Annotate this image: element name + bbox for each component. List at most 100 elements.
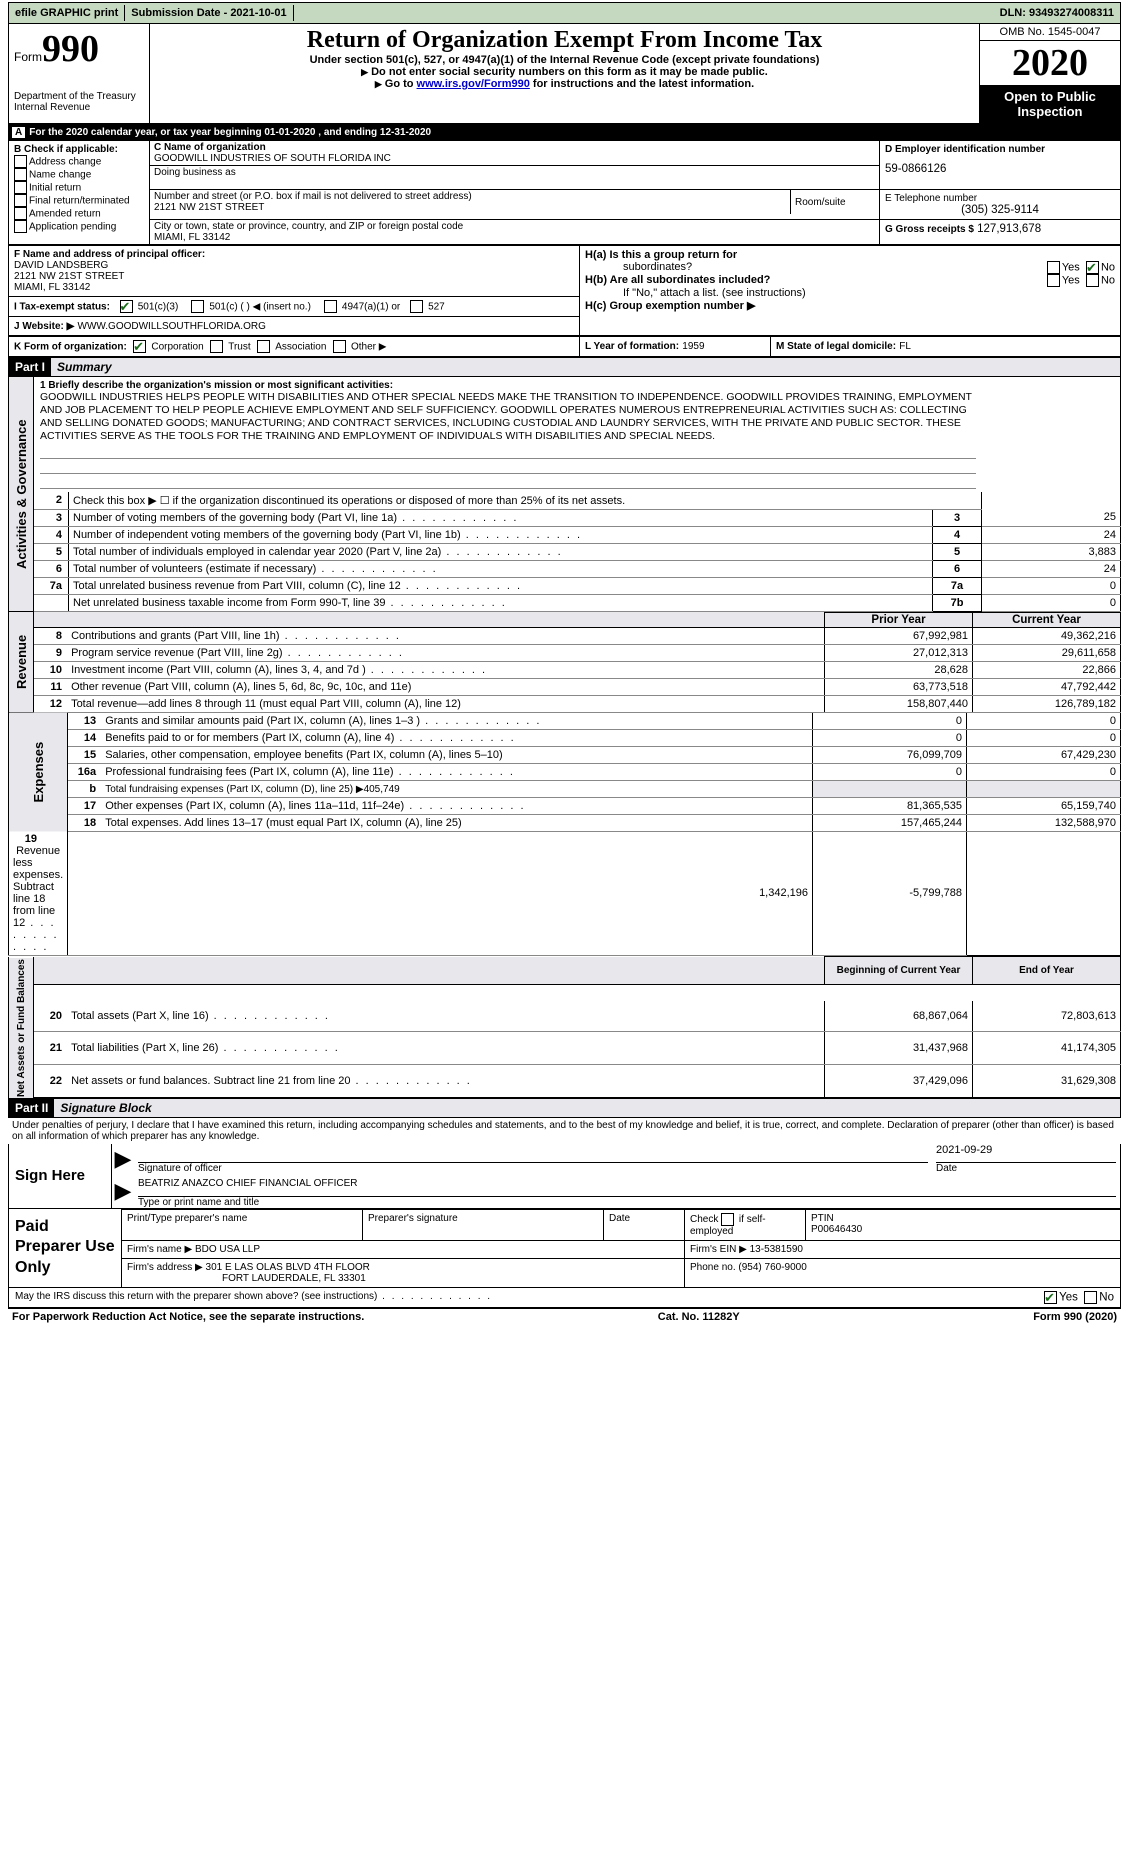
exp-row-19: 19 Revenue less expenses. Subtract line … — [9, 831, 1121, 956]
room-label: Room/suite — [795, 197, 875, 208]
m-value: FL — [899, 341, 911, 352]
sig-date-value: 2021-09-29 — [936, 1144, 1116, 1163]
gov-row-7b: Net unrelated business taxable income fr… — [9, 594, 1121, 611]
officer-name: DAVID LANDSBERG — [14, 260, 574, 271]
chk-amended[interactable]: Amended return — [14, 207, 144, 220]
org-name: GOODWILL INDUSTRIES OF SOUTH FLORIDA INC — [154, 153, 875, 164]
sign-here-label: Sign Here — [9, 1144, 112, 1209]
sign-arrow-icon: ▶ — [112, 1144, 135, 1174]
l-label: L Year of formation: — [585, 341, 679, 352]
self-employed-chk[interactable] — [721, 1213, 734, 1226]
chk-initial[interactable]: Initial return — [14, 181, 144, 194]
governance-table: Activities & Governance 1 Briefly descri… — [8, 377, 1121, 612]
i-4947[interactable] — [324, 300, 337, 313]
sign-arrow-icon-2: ▶ — [112, 1174, 135, 1209]
exp-row-17: 17 Other expenses (Part IX, column (A), … — [9, 797, 1121, 814]
efile-label: efile GRAPHIC print — [9, 5, 125, 21]
d-ein-label: D Employer identification number — [885, 144, 1115, 155]
footer-mid: Cat. No. 11282Y — [658, 1311, 740, 1323]
gov-row-3: 3Number of voting members of the governi… — [9, 509, 1121, 526]
hdr-begin: Beginning of Current Year — [825, 957, 973, 985]
firm-phone: (954) 760-9000 — [738, 1262, 806, 1273]
street-label: Number and street (or P.O. box if mail i… — [154, 191, 786, 202]
exp-row-16a: 16a Professional fundraising fees (Part … — [9, 763, 1121, 780]
i-501c[interactable] — [191, 300, 204, 313]
dba-label: Doing business as — [154, 167, 875, 178]
k-corp[interactable] — [133, 340, 146, 353]
na-row-20: 20 Total assets (Part X, line 16)68,867,… — [9, 1001, 1121, 1032]
officer-addr1: 2121 NW 21ST STREET — [14, 271, 574, 282]
netassets-table: Net Assets or Fund Balances Beginning of… — [8, 956, 1121, 1099]
hb-row: H(b) Are all subordinates included? Yes … — [585, 274, 1115, 287]
k-trust[interactable] — [210, 340, 223, 353]
exp-row-15: 15 Salaries, other compensation, employe… — [9, 746, 1121, 763]
chk-address[interactable]: Address change — [14, 155, 144, 168]
page-footer: For Paperwork Reduction Act Notice, see … — [8, 1308, 1121, 1325]
mission-label: 1 Briefly describe the organization's mi… — [40, 380, 976, 391]
form-number: 990 — [42, 28, 99, 70]
m-label: M State of legal domicile: — [776, 341, 896, 352]
f-label: F Name and address of principal officer: — [14, 249, 574, 260]
exp-row-13: 13 Grants and similar amounts paid (Part… — [9, 713, 1121, 730]
e-phone-label: E Telephone number — [885, 193, 1115, 204]
gov-row-5: 5Total number of individuals employed in… — [9, 543, 1121, 560]
ha-yes[interactable] — [1047, 261, 1060, 274]
rev-row-9: 9 Program service revenue (Part VIII, li… — [9, 644, 1121, 661]
form-subtitle-3: Go to www.irs.gov/Form990 for instructio… — [155, 78, 974, 90]
hdr-prior: Prior Year — [825, 612, 973, 627]
city-value: MIAMI, FL 33142 — [154, 232, 875, 243]
tax-year: 2020 — [980, 41, 1120, 85]
hdr-end: End of Year — [973, 957, 1121, 985]
hb-note: If "No," attach a list. (see instruction… — [623, 287, 1115, 299]
exp-row-14: 14 Benefits paid to or for members (Part… — [9, 729, 1121, 746]
footer-left: For Paperwork Reduction Act Notice, see … — [12, 1311, 364, 1323]
sig-officer-label: Signature of officer — [138, 1163, 928, 1174]
mission-text: GOODWILL INDUSTRIES HELPS PEOPLE WITH DI… — [40, 391, 976, 444]
form-subtitle-2: Do not enter social security numbers on … — [155, 66, 974, 78]
side-revenue: Revenue — [9, 612, 34, 712]
rev-row-11: 11 Other revenue (Part VIII, column (A),… — [9, 678, 1121, 695]
submission-date: Submission Date - 2021-10-01 — [125, 5, 293, 21]
line-2: Check this box ▶ ☐ if the organization d… — [69, 492, 982, 510]
discuss-row: May the IRS discuss this return with the… — [8, 1288, 1121, 1308]
i-501c3[interactable] — [120, 300, 133, 313]
discuss-yes[interactable] — [1044, 1291, 1057, 1304]
side-governance: Activities & Governance — [9, 377, 34, 611]
hb-yes[interactable] — [1047, 274, 1060, 287]
irs-label: Internal Revenue — [14, 102, 144, 113]
k-label: K Form of organization: — [14, 342, 127, 353]
na-row-21: 21 Total liabilities (Part X, line 26)31… — [9, 1032, 1121, 1064]
i-527[interactable] — [410, 300, 423, 313]
paid-preparer-label: Paid Preparer Use Only — [9, 1209, 122, 1287]
typed-name: BEATRIZ ANAZCO CHIEF FINANCIAL OFFICER — [138, 1174, 1116, 1197]
street-value: 2121 NW 21ST STREET — [154, 202, 786, 213]
k-other[interactable] — [333, 340, 346, 353]
hb-no[interactable] — [1086, 274, 1099, 287]
chk-final[interactable]: Final return/terminated — [14, 194, 144, 207]
part2-header: Part II Signature Block — [8, 1099, 1121, 1118]
rev-row-12: 12 Total revenue—add lines 8 through 11 … — [9, 695, 1121, 712]
paid-preparer-table: Paid Preparer Use Only Print/Type prepar… — [8, 1209, 1121, 1288]
ha-no[interactable] — [1086, 261, 1099, 274]
prep-name-label: Print/Type preparer's name — [122, 1209, 363, 1240]
chk-pending[interactable]: Application pending — [14, 220, 144, 233]
ha-row: H(a) Is this a group return for subordin… — [585, 249, 1115, 274]
omb-number: OMB No. 1545-0047 — [980, 24, 1120, 41]
form-header: Form990 Department of the Treasury Inter… — [8, 24, 1121, 125]
exp-row-16b: b Total fundraising expenses (Part IX, c… — [9, 780, 1121, 797]
discuss-no[interactable] — [1084, 1291, 1097, 1304]
gov-row-6: 6Total number of volunteers (estimate if… — [9, 560, 1121, 577]
prep-date-label: Date — [604, 1209, 685, 1240]
dept-treasury: Department of the Treasury — [14, 91, 144, 102]
officer-addr2: MIAMI, FL 33142 — [14, 282, 574, 293]
side-netassets: Net Assets or Fund Balances — [9, 957, 34, 1098]
c-name-label: C Name of organization — [154, 142, 875, 153]
header-info-grid: B Check if applicable: Address change Na… — [8, 140, 1121, 245]
firm-ein: 13-5381590 — [750, 1244, 803, 1255]
chk-name[interactable]: Name change — [14, 168, 144, 181]
footer-right: Form 990 (2020) — [1033, 1311, 1117, 1323]
firm-addr1: 301 E LAS OLAS BLVD 4TH FLOOR — [206, 1262, 370, 1273]
prep-sig-label: Preparer's signature — [363, 1209, 604, 1240]
k-assoc[interactable] — [257, 340, 270, 353]
irs-link[interactable]: www.irs.gov/Form990 — [417, 78, 530, 90]
